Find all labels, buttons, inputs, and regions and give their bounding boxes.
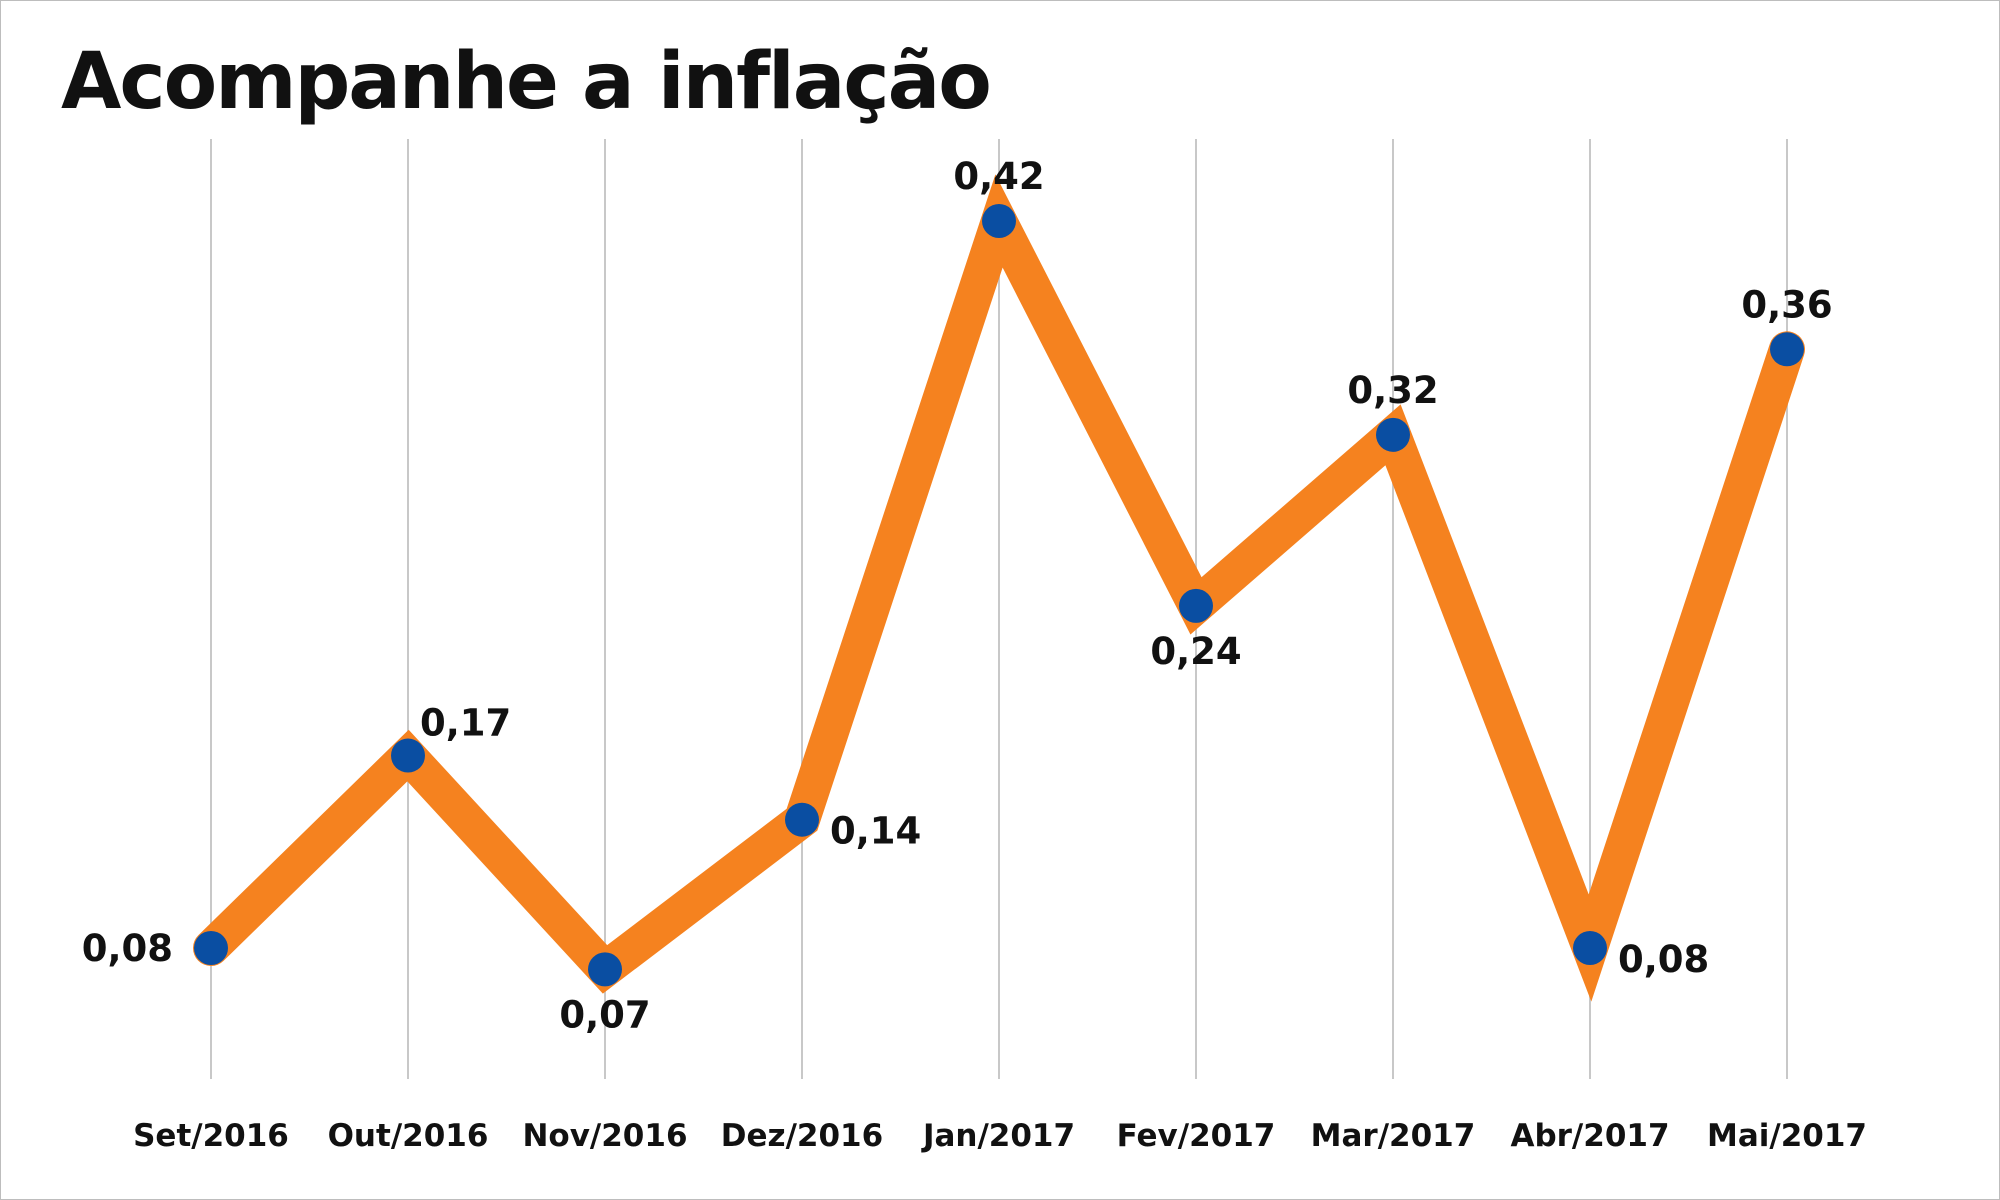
data-label-6: 0,32 xyxy=(1347,369,1438,412)
data-point-8[interactable] xyxy=(1770,332,1804,367)
data-point-1[interactable] xyxy=(391,738,425,773)
x-tick-label-8: Mai/2017 xyxy=(1707,1118,1867,1154)
data-label-2: 0,07 xyxy=(559,993,650,1036)
data-point-6[interactable] xyxy=(1376,417,1410,452)
data-point-0[interactable] xyxy=(194,931,228,965)
data-point-3[interactable] xyxy=(785,802,819,837)
data-label-7: 0,08 xyxy=(1618,938,1709,981)
x-tick-label-4: Jan/2017 xyxy=(921,1118,1075,1154)
x-tick-label-7: Abr/2017 xyxy=(1510,1118,1669,1154)
x-tick-label-2: Nov/2016 xyxy=(522,1118,687,1154)
data-point-5[interactable] xyxy=(1179,588,1213,623)
x-tick-label-5: Fev/2017 xyxy=(1117,1118,1276,1154)
x-tick-label-1: Out/2016 xyxy=(328,1118,489,1154)
data-label-1: 0,17 xyxy=(420,702,511,745)
data-label-8: 0,36 xyxy=(1741,283,1832,326)
x-tick-label-6: Mar/2017 xyxy=(1311,1118,1476,1154)
data-label-3: 0,14 xyxy=(830,810,921,853)
x-tick-label-0: Set/2016 xyxy=(133,1118,289,1154)
data-label-0: 0,08 xyxy=(82,927,173,970)
x-tick-label-3: Dez/2016 xyxy=(721,1118,883,1154)
chart-title: Acompanhe a inflação xyxy=(61,37,992,127)
data-label-5: 0,24 xyxy=(1150,630,1241,673)
data-point-2[interactable] xyxy=(588,952,622,987)
data-label-4: 0,42 xyxy=(953,155,1044,198)
data-point-7[interactable] xyxy=(1573,931,1607,965)
data-point-4[interactable] xyxy=(982,204,1016,238)
